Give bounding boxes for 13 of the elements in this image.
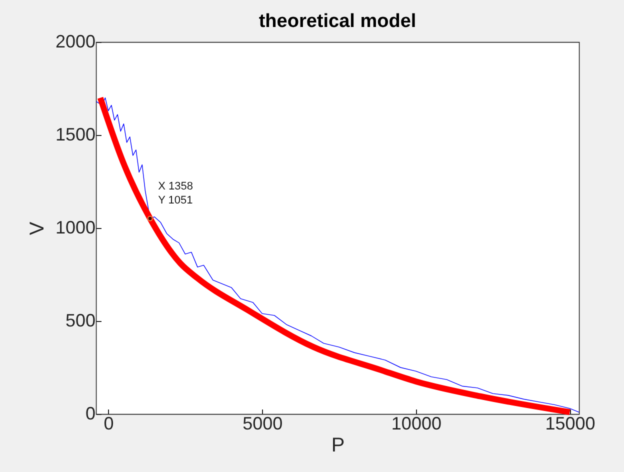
y-tick-label: 2000 [55,32,96,52]
y-tick-label: 500 [65,310,96,330]
chart-title: theoretical model [258,11,416,32]
x-tick-label: 0 [104,414,114,434]
annotation: Y 1051 [158,194,193,207]
x-tick-label: 10000 [391,414,442,434]
x-axis-title: P [331,434,345,456]
y-axis-title: V [26,221,48,236]
y-tick-label: 1000 [55,218,96,238]
annotation: X 1358 [158,180,193,193]
x-tick-label: 15000 [545,414,596,434]
y-tick-label: 1500 [55,124,96,144]
x-tick-label: 5000 [242,414,283,434]
